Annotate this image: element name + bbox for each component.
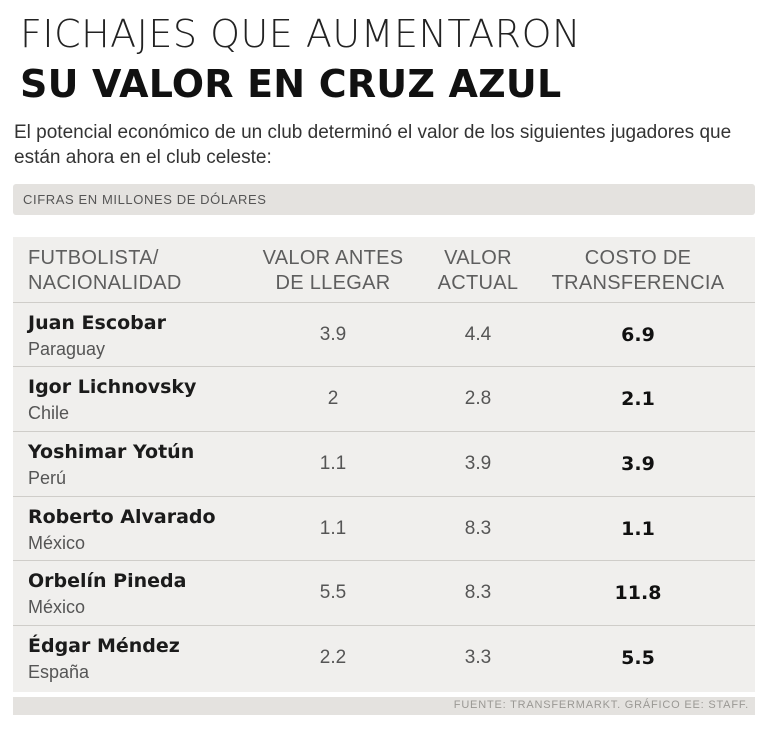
player-nationality: Paraguay [28, 339, 106, 359]
transfer-cost: 2.1 [621, 388, 655, 410]
value-before: 1.1 [319, 518, 347, 539]
header-before-line2: DE LLEGAR [275, 272, 391, 294]
player-nationality: México [28, 533, 86, 553]
player-name: Yoshimar Yotún [28, 441, 195, 463]
transfer-cost: 1.1 [621, 518, 655, 540]
table-header: FUTBOLISTA/ NACIONALIDAD VALOR ANTES DE … [13, 237, 755, 302]
value-actual: 3.3 [464, 647, 492, 668]
table-row: Igor Lichnovsky Chile 2 2.8 2.1 [13, 366, 755, 431]
value-actual: 4.4 [464, 324, 492, 345]
transfer-cost: 5.5 [621, 647, 655, 669]
header-cost-line1: COSTO DE [584, 247, 692, 269]
title-line-2: SU VALOR EN CRUZ AZUL [20, 62, 562, 106]
value-before: 3.9 [319, 324, 347, 345]
player-nationality: Perú [28, 468, 67, 488]
player-name: Édgar Méndez [28, 635, 180, 657]
source-credit: FUENTE: TRANSFERMARKT. GRÁFICO EE: STAFF… [453, 699, 749, 711]
value-actual: 2.8 [464, 388, 492, 409]
value-before: 2 [327, 388, 339, 409]
player-nationality: México [28, 597, 86, 617]
units-label: CIFRAS EN MILLONES DE DÓLARES [23, 192, 267, 207]
header-actual-line2: ACTUAL [437, 272, 519, 294]
table-row: Édgar Méndez España 2.2 3.3 5.5 [13, 625, 755, 690]
header-cost-line2: TRANSFERENCIA [551, 272, 725, 294]
transfer-cost: 11.8 [614, 582, 662, 604]
transfer-cost: 6.9 [621, 324, 655, 346]
intro-text: El potencial económico de un club determ… [14, 122, 732, 168]
transfers-table: FUTBOLISTA/ NACIONALIDAD VALOR ANTES DE … [13, 237, 755, 692]
source-bar: FUENTE: TRANSFERMARKT. GRÁFICO EE: STAFF… [13, 697, 755, 715]
table-row: Orbelín Pineda México 5.5 8.3 11.8 [13, 560, 755, 625]
header-player-line1: FUTBOLISTA/ [28, 247, 159, 269]
title-line-1: FICHAJES QUE AUMENTARON [20, 12, 581, 56]
player-name: Orbelín Pineda [28, 570, 187, 592]
player-name: Juan Escobar [28, 312, 166, 334]
value-before: 5.5 [319, 582, 347, 603]
table-row: Roberto Alvarado México 1.1 8.3 1.1 [13, 496, 755, 561]
table-row: Yoshimar Yotún Perú 1.1 3.9 3.9 [13, 431, 755, 496]
value-actual: 3.9 [464, 453, 492, 474]
header-transfer-cost: COSTO DE TRANSFERENCIA [548, 246, 728, 296]
player-nationality: Chile [28, 403, 70, 423]
player-nationality: España [28, 662, 90, 682]
header-player: FUTBOLISTA/ NACIONALIDAD [28, 246, 248, 296]
value-actual: 8.3 [464, 518, 492, 539]
header-actual-line1: VALOR [444, 247, 512, 269]
header-value-before: VALOR ANTES DE LLEGAR [258, 246, 408, 296]
units-bar: CIFRAS EN MILLONES DE DÓLARES [13, 184, 755, 215]
value-before: 1.1 [319, 453, 347, 474]
header-player-line2: NACIONALIDAD [28, 272, 182, 294]
table-row: Juan Escobar Paraguay 3.9 4.4 6.9 [13, 302, 755, 367]
player-name: Roberto Alvarado [28, 506, 216, 528]
transfer-cost: 3.9 [621, 453, 655, 475]
value-before: 2.2 [319, 647, 347, 668]
player-name: Igor Lichnovsky [28, 376, 197, 398]
header-value-actual: VALOR ACTUAL [423, 246, 533, 296]
header-before-line1: VALOR ANTES [262, 247, 404, 269]
value-actual: 8.3 [464, 582, 492, 603]
